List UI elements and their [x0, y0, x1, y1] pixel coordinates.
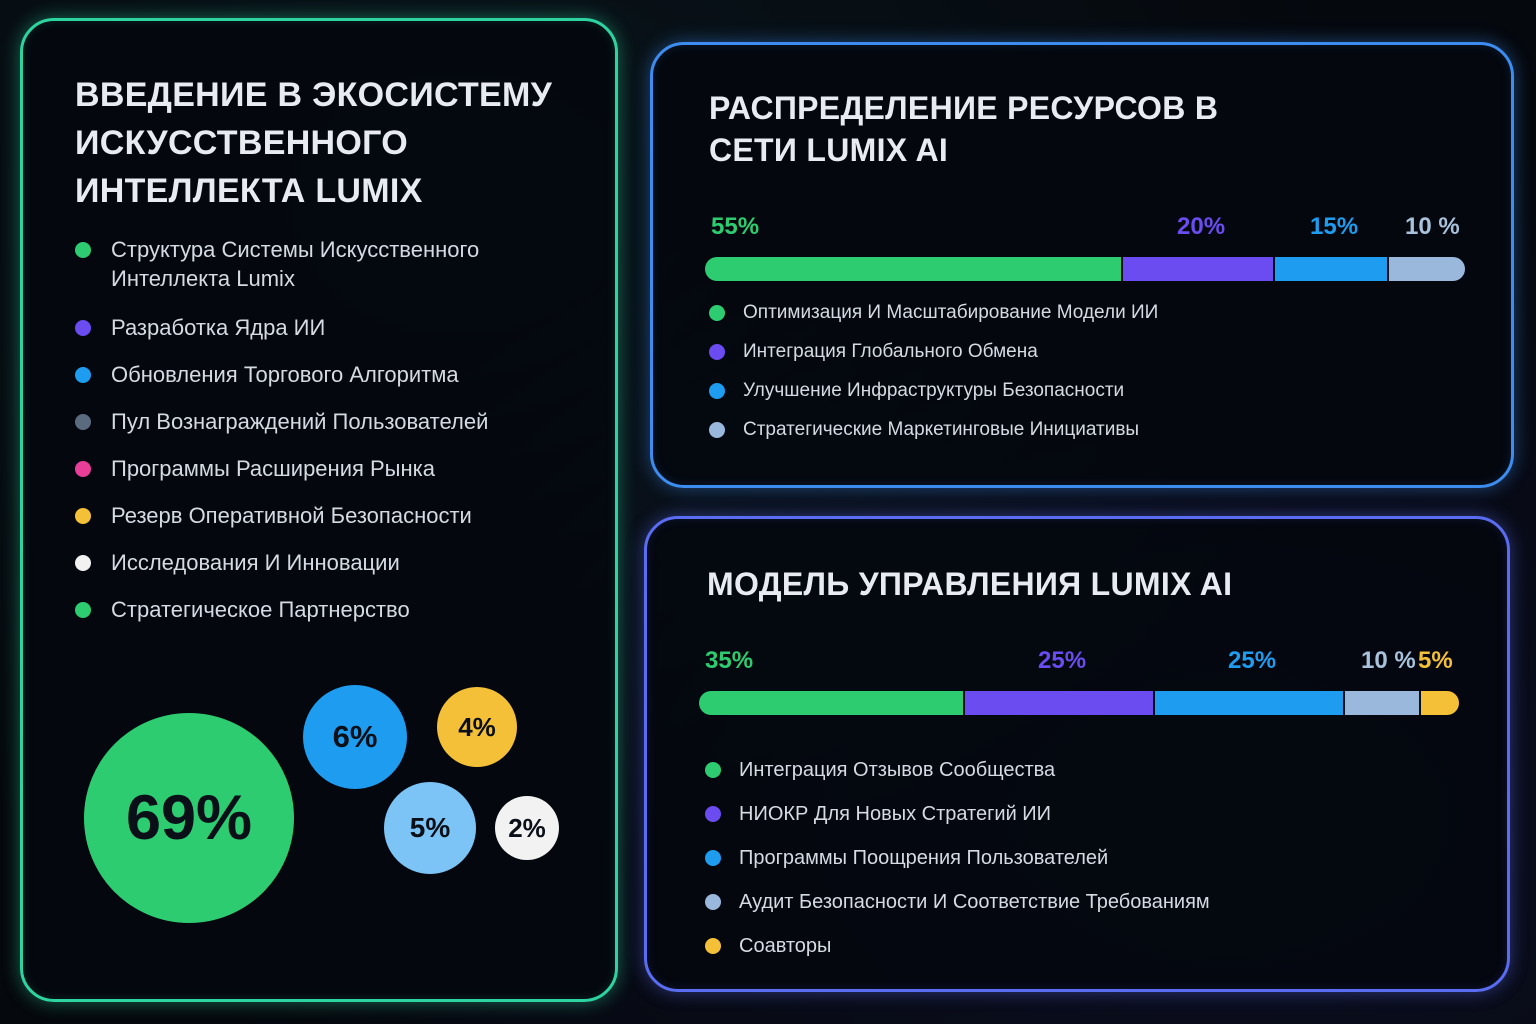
legend-dot-icon [705, 894, 721, 910]
resource-distribution-panel: Распределение ресурсов в сети Lumix AI 5… [650, 42, 1514, 488]
legend-label: Разработка Ядра ИИ [111, 315, 326, 340]
legend-label: Структура Системы Искусственного Интелле… [111, 237, 480, 291]
bar-segment-1 [1123, 257, 1275, 281]
legend-dot-icon [75, 320, 91, 336]
legend-label: Программы Расширения Рынка [111, 456, 435, 481]
legend-label: Стратегические Маркетинговые Инициативы [743, 419, 1140, 440]
segment-percent-label: 25% [1228, 647, 1277, 674]
bubble-4: 4% [437, 687, 517, 767]
bubble-69: 69% [84, 713, 294, 923]
legend-item: Резерв Оперативной Безопасности [75, 501, 595, 530]
legend-item: Аудит Безопасности И Соответствие Требов… [705, 889, 1465, 915]
legend-item: Разработка Ядра ИИ [75, 313, 595, 342]
bubble-2: 2% [495, 796, 559, 860]
bar-segment-1 [965, 691, 1155, 715]
legend-dot-icon [709, 383, 725, 399]
segment-percent-label: 15% [1310, 213, 1359, 240]
legend-dot-icon [75, 602, 91, 618]
governance-model-panel: Модель управления Lumix AI 35% 25% 25% 10 %… [644, 516, 1510, 992]
bar-segment-2 [1275, 257, 1389, 281]
legend-label: Интеграция Отзывов Сообщества [739, 759, 1056, 781]
legend-dot-icon [709, 422, 725, 438]
legend-item: Пул Вознаграждений Пользователей [75, 407, 595, 436]
legend-label: Оптимизация И Масштабирование Модели ИИ [743, 302, 1159, 323]
resource-distribution-bar: 55% 20% 15% 10 % [705, 213, 1465, 281]
legend-dot-icon [75, 508, 91, 524]
legend-label: Обновления Торгового Алгоритма [111, 362, 459, 387]
legend-dot-icon [75, 242, 91, 258]
legend-item: Программы Поощрения Пользователей [705, 845, 1465, 871]
legend-label: Стратегическое Партнерство [111, 597, 410, 622]
segment-percent-label: 35% [705, 647, 754, 674]
segment-percent-label: 25% [1038, 647, 1087, 674]
ecosystem-legend: Структура Системы Искусственного Интелле… [75, 235, 595, 642]
legend-label: Соавторы [739, 935, 832, 957]
segment-percent-label: 5% [1418, 647, 1453, 674]
governance-model-bar: 35% 25% 25% 10 % 5% [699, 647, 1459, 715]
ecosystem-title: Введение в экосистему искусственного инт… [75, 76, 553, 210]
legend-label: НИОКР Для Новых Стратегий ИИ [739, 803, 1052, 825]
resource-distribution-legend: Оптимизация И Масштабирование Модели ИИ И… [709, 301, 1469, 457]
legend-item: Стратегическое Партнерство [75, 595, 595, 624]
legend-dot-icon [75, 367, 91, 383]
bar-segment-0 [705, 257, 1123, 281]
legend-dot-icon [705, 762, 721, 778]
legend-item: Интеграция Отзывов Сообщества [705, 757, 1465, 783]
segment-percent-label: 55% [711, 213, 760, 240]
bar-segment-2 [1155, 691, 1345, 715]
ecosystem-panel: Введение в экосистему искусственного инт… [20, 18, 618, 1002]
legend-item: Оптимизация И Масштабирование Модели ИИ [709, 301, 1469, 325]
legend-dot-icon [709, 305, 725, 321]
legend-label: Пул Вознаграждений Пользователей [111, 409, 489, 434]
bubble-5: 5% [384, 782, 476, 874]
governance-model-legend: Интеграция Отзывов Сообщества НИОКР Для Н… [705, 757, 1465, 977]
legend-label: Программы Поощрения Пользователей [739, 847, 1109, 869]
legend-label: Резерв Оперативной Безопасности [111, 503, 472, 528]
legend-item: Обновления Торгового Алгоритма [75, 360, 595, 389]
resource-distribution-title: Распределение ресурсов в сети Lumix AI [709, 90, 1219, 168]
legend-item: Структура Системы Искусственного Интелле… [75, 235, 595, 293]
legend-dot-icon [705, 806, 721, 822]
stacked-bar-track [705, 257, 1465, 281]
bar-segment-3 [1389, 257, 1465, 281]
bar-segment-4 [1421, 691, 1459, 715]
segment-percent-label: 10 % [1405, 213, 1460, 240]
legend-dot-icon [705, 850, 721, 866]
legend-label: Исследования И Инновации [111, 550, 400, 575]
legend-item: Улучшение Инфраструктуры Безопасности [709, 379, 1469, 403]
bar-segment-0 [699, 691, 965, 715]
bubble-6: 6% [303, 685, 407, 789]
legend-label: Улучшение Инфраструктуры Безопасности [743, 380, 1125, 401]
legend-dot-icon [705, 938, 721, 954]
legend-item: Интеграция Глобального Обмена [709, 340, 1469, 364]
legend-dot-icon [75, 555, 91, 571]
legend-item: Исследования И Инновации [75, 548, 595, 577]
legend-item: Соавторы [705, 933, 1465, 959]
legend-item: Стратегические Маркетинговые Инициативы [709, 418, 1469, 442]
segment-percent-label: 20% [1177, 213, 1226, 240]
legend-dot-icon [75, 414, 91, 430]
legend-item: Программы Расширения Рынка [75, 454, 595, 483]
bar-segment-3 [1345, 691, 1421, 715]
legend-dot-icon [75, 461, 91, 477]
segment-percent-label: 10 % [1361, 647, 1416, 674]
legend-label: Интеграция Глобального Обмена [743, 341, 1038, 362]
stacked-bar-track [699, 691, 1459, 715]
governance-model-title: Модель управления Lumix AI [707, 566, 1233, 602]
legend-label: Аудит Безопасности И Соответствие Требов… [739, 891, 1210, 913]
legend-dot-icon [709, 344, 725, 360]
legend-item: НИОКР Для Новых Стратегий ИИ [705, 801, 1465, 827]
